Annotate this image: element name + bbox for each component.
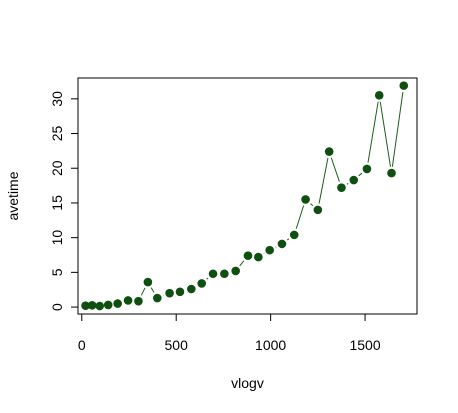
- data-point: [243, 251, 253, 260]
- x-tick-label: 500: [165, 337, 189, 353]
- data-point: [165, 288, 174, 298]
- data-point: [374, 91, 384, 100]
- x-tick-label: 1000: [255, 337, 286, 353]
- data-point: [103, 300, 113, 310]
- y-tick-label: 20: [49, 160, 65, 176]
- data-point: [301, 195, 310, 204]
- data-point: [143, 277, 153, 287]
- data-point: [254, 252, 263, 262]
- data-point: [197, 279, 207, 288]
- data-point: [123, 296, 133, 305]
- data-point: [277, 239, 287, 249]
- data-point: [313, 205, 323, 215]
- data-point: [231, 266, 240, 276]
- data-point: [387, 168, 396, 178]
- y-tick-label: 5: [49, 268, 65, 276]
- y-axis-label: avetime: [5, 171, 21, 220]
- y-tick-label: 10: [49, 230, 65, 246]
- series-line-group: [85, 85, 405, 307]
- y-tick-label: 0: [49, 303, 65, 311]
- plot-frame: [77, 77, 418, 315]
- data-point: [153, 293, 162, 303]
- x-tick-label: 0: [78, 337, 86, 353]
- data-point: [81, 301, 90, 310]
- y-tick-label: 15: [49, 195, 65, 211]
- series-line: [85, 85, 405, 307]
- data-point: [113, 299, 122, 308]
- data-point: [289, 230, 299, 240]
- x-tick-label: 1500: [349, 337, 380, 353]
- data-point: [337, 183, 346, 192]
- y-tick-label: 25: [49, 126, 65, 142]
- data-point: [134, 296, 143, 306]
- data-point: [187, 284, 196, 294]
- y-axis: 0 5 10 15 20 25 30: [49, 91, 79, 311]
- data-point: [349, 175, 359, 185]
- x-axis: 0 500 1000 1500: [78, 313, 381, 353]
- data-point: [175, 287, 185, 297]
- x-axis-label: vlogv: [231, 375, 264, 391]
- data-point: [265, 245, 274, 255]
- data-point: [362, 164, 372, 174]
- data-point: [95, 301, 105, 311]
- data-point: [208, 269, 218, 279]
- data-point: [324, 147, 334, 156]
- series-points-group: [79, 79, 411, 313]
- y-tick-label: 30: [49, 91, 65, 107]
- data-point: [220, 269, 229, 279]
- data-point: [399, 81, 409, 90]
- data-point: [87, 301, 97, 310]
